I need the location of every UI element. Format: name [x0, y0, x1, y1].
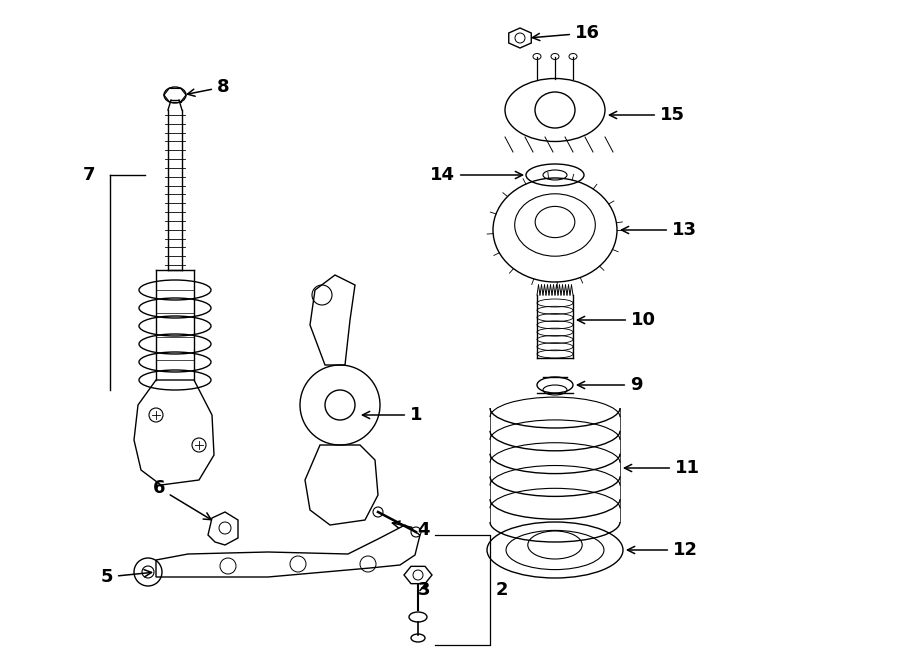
Text: 10: 10: [578, 311, 656, 329]
Text: 8: 8: [187, 78, 230, 97]
Text: 6: 6: [152, 479, 212, 520]
Text: 9: 9: [578, 376, 643, 394]
Text: 4: 4: [392, 521, 430, 539]
Text: 1: 1: [363, 406, 422, 424]
Text: 15: 15: [609, 106, 685, 124]
Text: 5: 5: [101, 568, 151, 586]
Text: 16: 16: [533, 24, 600, 42]
Text: 12: 12: [627, 541, 698, 559]
Text: 13: 13: [622, 221, 697, 239]
Text: 11: 11: [625, 459, 700, 477]
Text: 3: 3: [418, 581, 430, 599]
Text: 14: 14: [430, 166, 523, 184]
Text: 7: 7: [83, 166, 95, 184]
Text: 2: 2: [496, 581, 508, 599]
